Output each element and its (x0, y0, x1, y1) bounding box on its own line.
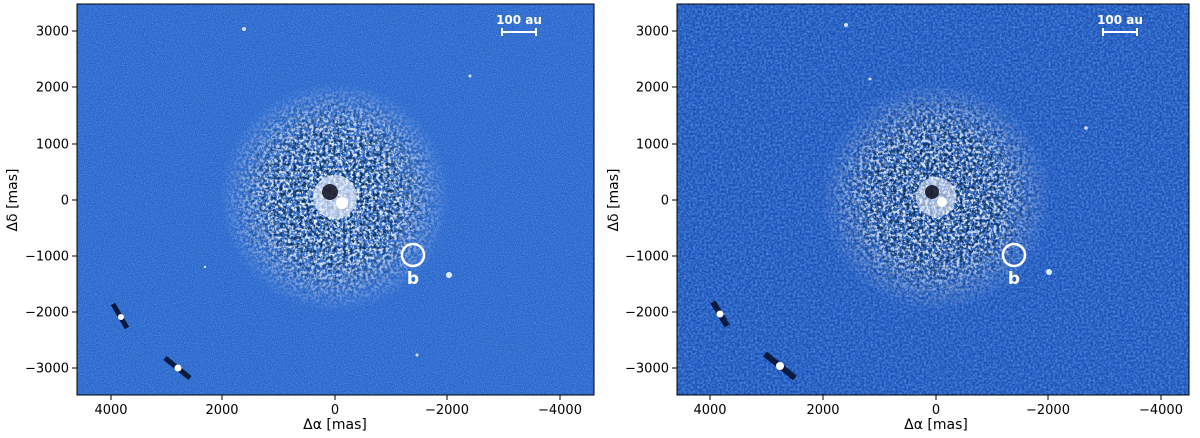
right-y-tick-label: 3000 (636, 25, 669, 40)
right-y-axis-label: Δδ [mas] (606, 168, 622, 231)
left-x-tick-label: 4000 (94, 403, 127, 418)
left-y-tick-label: −3000 (25, 362, 69, 377)
right-panel: b 100 au 4000 2000 0 −2000 −4000 3000 2000 1000… (606, 3, 1190, 433)
right-x-tick-label: −2000 (1026, 403, 1070, 418)
left-planet-label: b (407, 269, 419, 289)
left-y-tick-label: 3000 (36, 25, 69, 40)
right-axis-ticks: 4000 2000 0 −2000 −4000 3000 2000 1000 0 −1000 −20… (625, 25, 1183, 419)
right-y-tick-label: 1000 (636, 138, 669, 153)
right-scale-bar: 100 au (1097, 13, 1143, 36)
right-y-tick-label: −1000 (625, 250, 669, 265)
left-axis-ticks: 4000 2000 0 −2000 −4000 3000 2000 1000 0 −1000 −20… (25, 25, 582, 419)
left-planet-circle (400, 242, 426, 268)
left-x-tick-label: −4000 (538, 403, 582, 418)
right-planet-circle (1001, 242, 1027, 268)
left-panel: b 100 au 4000 2000 0 −2000 −4000 3000 2000 1000… (5, 3, 595, 433)
left-y-tick-label: −2000 (25, 306, 69, 321)
right-y-tick-label: 2000 (636, 81, 669, 96)
right-x-tick-label: −4000 (1139, 403, 1183, 418)
left-background-sources (110, 27, 472, 380)
right-y-tick-label: −2000 (625, 306, 669, 321)
left-scale-bar: 100 au (496, 13, 542, 36)
left-image: b 100 au (77, 4, 594, 395)
left-y-tick-label: 1000 (36, 138, 69, 153)
right-x-tick-label: 2000 (806, 403, 839, 418)
right-background-sources (710, 23, 1088, 381)
left-y-tick-label: 2000 (36, 81, 69, 96)
left-x-tick-label: 0 (331, 403, 339, 418)
right-x-axis-label: Δα [mas] (904, 417, 968, 433)
left-y-axis-label: Δδ [mas] (5, 168, 21, 231)
right-x-tick-label: 0 (932, 403, 940, 418)
right-y-tick-label: −3000 (625, 362, 669, 377)
left-y-tick-label: 0 (61, 194, 69, 209)
left-x-tick-label: 2000 (205, 403, 238, 418)
left-x-axis-label: Δα [mas] (303, 417, 367, 433)
left-scale-bar-label: 100 au (496, 13, 542, 27)
left-x-tick-label: −2000 (425, 403, 469, 418)
right-y-tick-label: 0 (661, 194, 669, 209)
right-image: b 100 au (677, 4, 1189, 395)
right-x-tick-label: 4000 (693, 403, 726, 418)
left-y-tick-label: −1000 (25, 250, 69, 265)
right-planet-label: b (1008, 269, 1020, 289)
right-scale-bar-label: 100 au (1097, 13, 1143, 27)
